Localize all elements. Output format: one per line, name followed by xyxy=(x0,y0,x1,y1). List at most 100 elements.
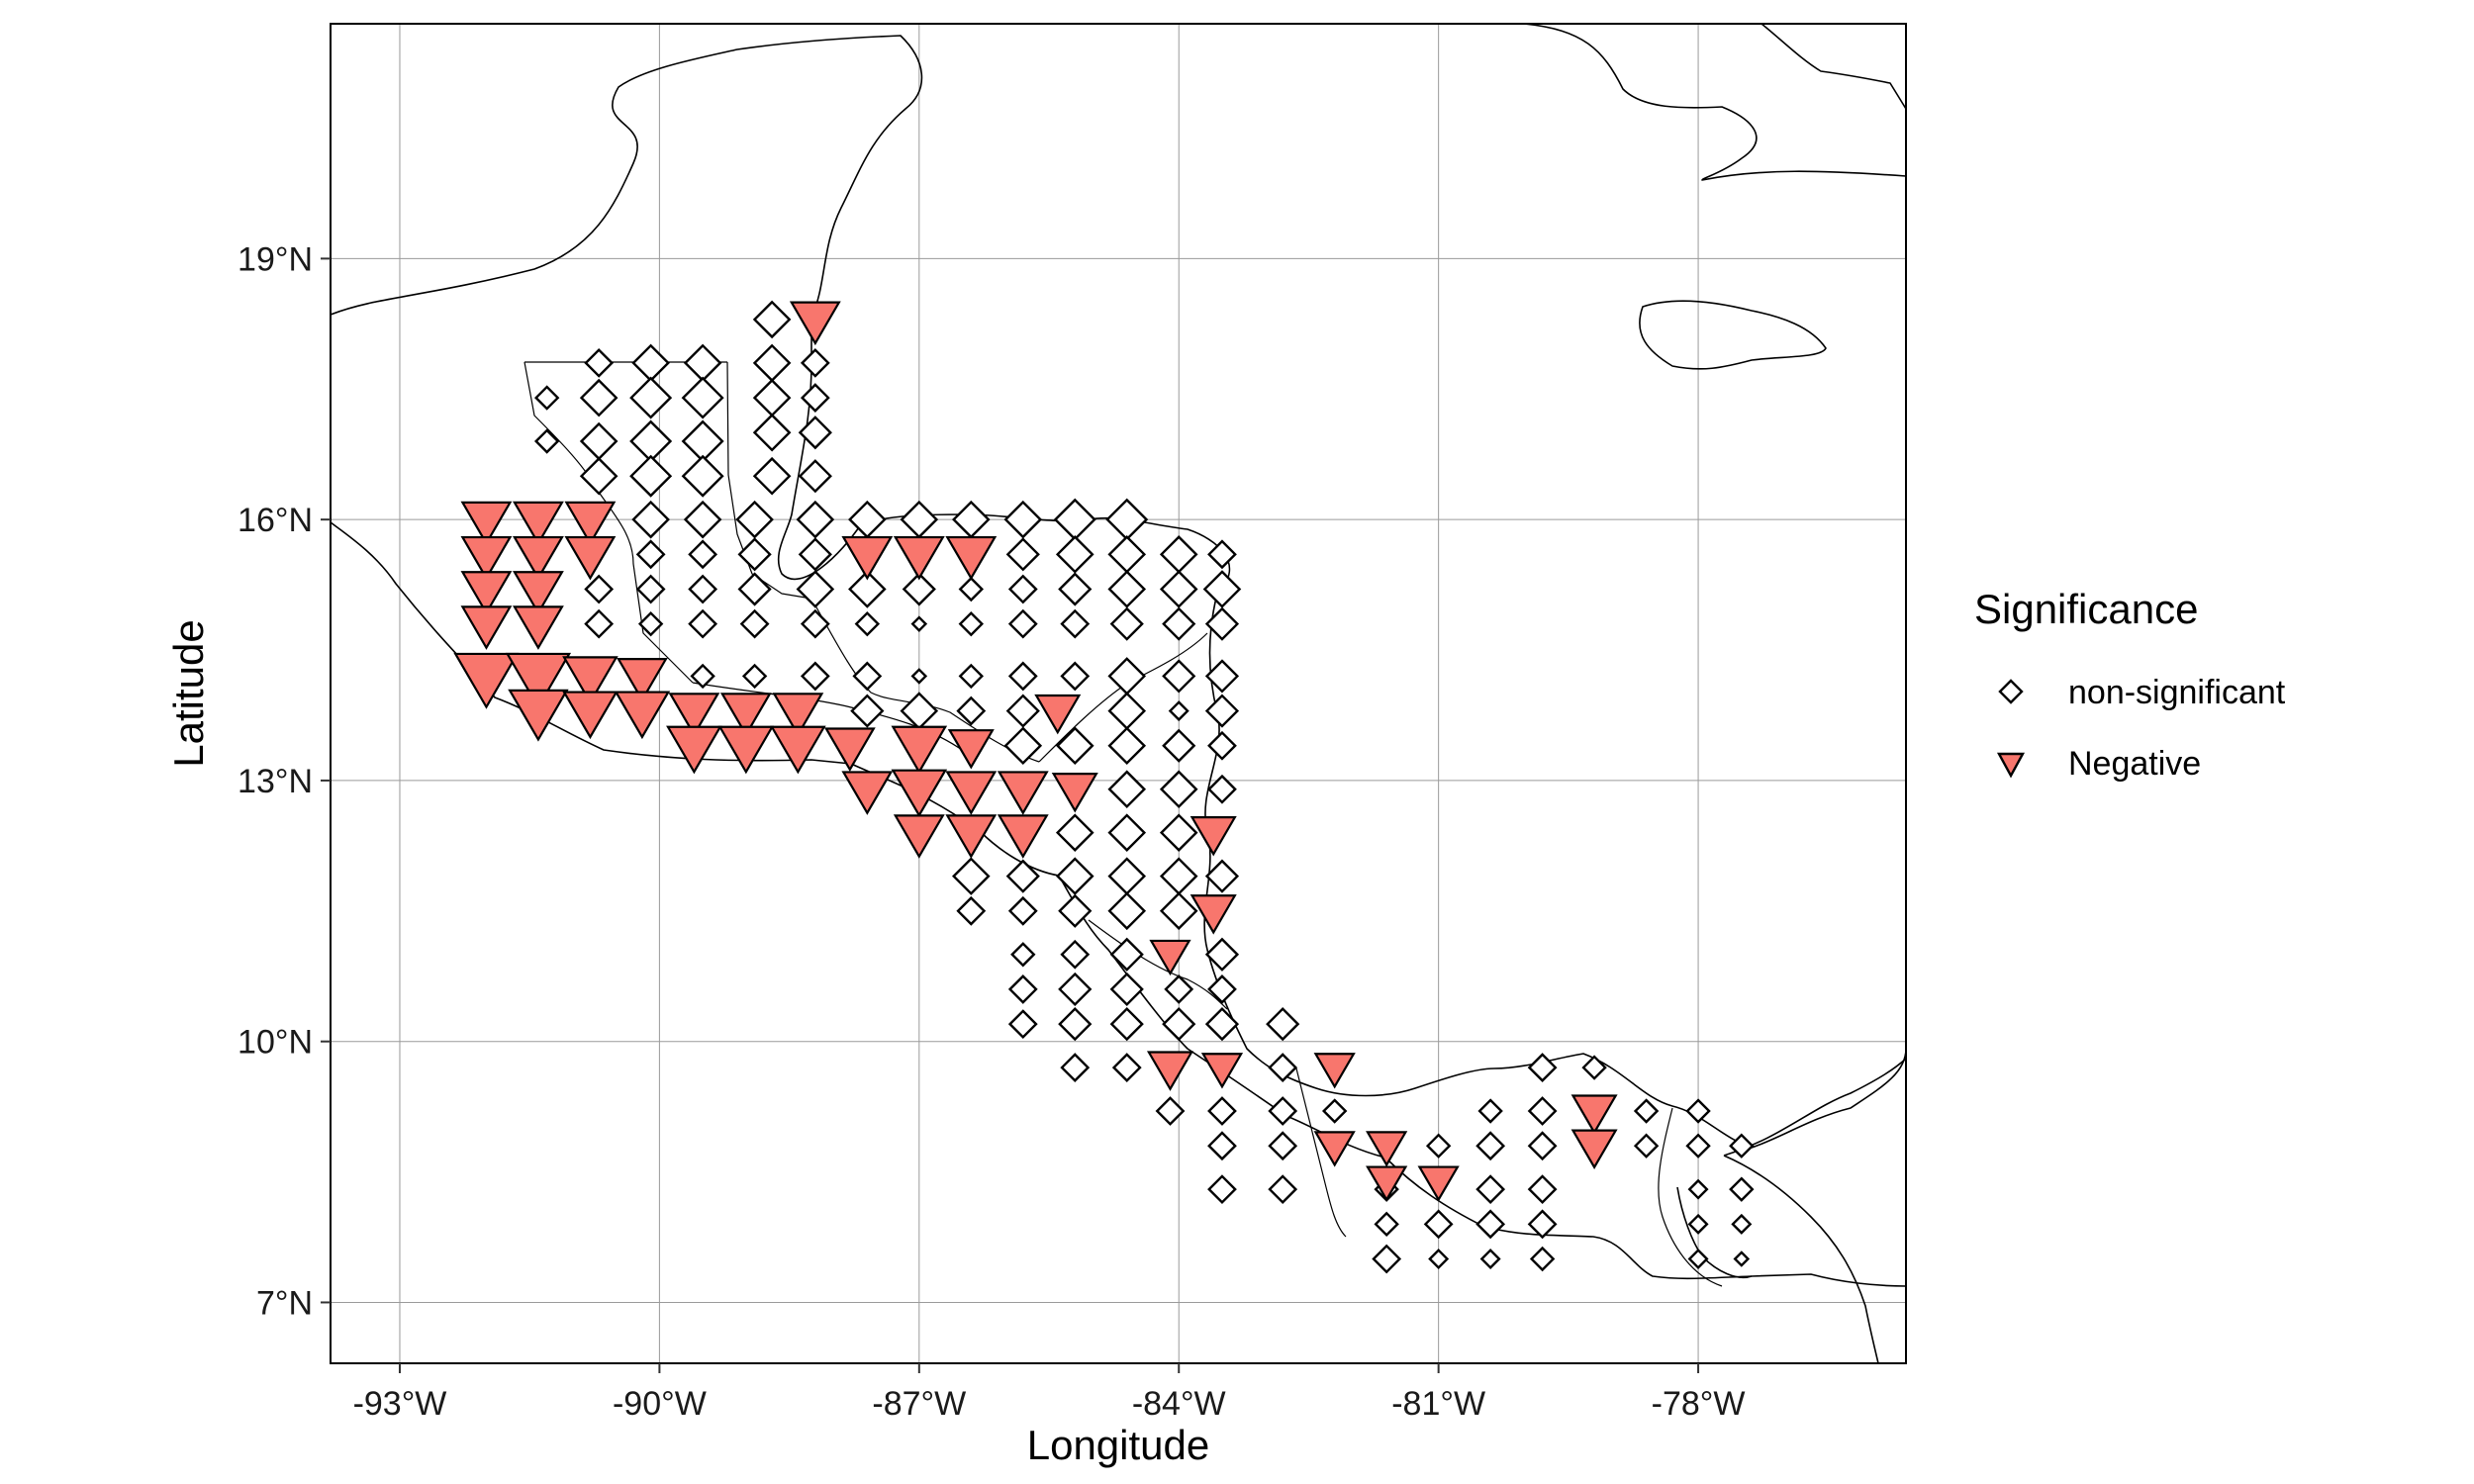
non-significant-point-157 xyxy=(1372,1244,1402,1274)
negative-point-25 xyxy=(666,725,722,775)
jamaica-coastline xyxy=(1639,300,1827,370)
non-significant-point-98 xyxy=(1005,859,1040,893)
non-significant-point-63 xyxy=(1007,608,1038,639)
negative-point-4 xyxy=(460,535,513,581)
non-significant-point-135 xyxy=(1633,1133,1660,1159)
negative-point-45 xyxy=(1313,1131,1356,1167)
non-significant-point-102 xyxy=(1204,859,1240,893)
y-tick-label-2: 13°N xyxy=(238,763,313,800)
non-significant-point-111 xyxy=(1204,937,1240,972)
non-significant-point-36 xyxy=(798,537,832,572)
non-significant-point-87 xyxy=(1055,726,1094,766)
non-significant-point-30 xyxy=(1003,500,1043,539)
x-axis-title: Longitude xyxy=(1027,1422,1210,1468)
non-significant-point-61 xyxy=(910,615,928,632)
non-significant-point-91 xyxy=(1107,770,1147,809)
negative-point-38 xyxy=(997,814,1049,859)
non-significant-point-8 xyxy=(798,459,832,494)
non-significant-point-115 xyxy=(1164,974,1194,1004)
legend-label-non-significant: non-significant xyxy=(2068,674,2286,711)
y-tick-label-3: 16°N xyxy=(238,502,313,539)
negative-point-13 xyxy=(513,605,564,650)
non-significant-point-23 xyxy=(631,500,670,539)
y-tick-label-1: 10°N xyxy=(238,1024,313,1062)
legend-title: Significance xyxy=(1974,586,2198,632)
cuba-coastline xyxy=(1523,24,1906,181)
non-significant-point-2 xyxy=(800,347,830,378)
non-significant-point-62 xyxy=(958,610,984,637)
non-significant-point-130 xyxy=(1207,1131,1237,1161)
negative-point-29 xyxy=(891,725,948,775)
non-significant-point-72 xyxy=(910,668,928,685)
non-significant-point-129 xyxy=(1321,1098,1348,1124)
nicaragua-costa-rica-border xyxy=(1088,919,1228,1010)
non-significant-point-60 xyxy=(854,610,881,637)
negative-point-39 xyxy=(1189,816,1237,857)
non-significant-point-38 xyxy=(1055,535,1094,574)
negative-point-18 xyxy=(508,689,569,742)
non-significant-point-125 xyxy=(1268,1053,1298,1082)
non-significant-point-147 xyxy=(1475,1174,1506,1205)
negative-point-12 xyxy=(460,605,513,650)
non-significant-point-73 xyxy=(958,663,984,690)
negative-point-7 xyxy=(841,535,894,581)
negative-point-42 xyxy=(1146,1051,1193,1091)
plot-border xyxy=(330,23,1907,1364)
legend: Significance non-significant Negative xyxy=(1974,586,2286,783)
negative-point-50 xyxy=(1570,1129,1618,1169)
negative-point-24 xyxy=(1034,694,1082,735)
y-tick-label-0: 7°N xyxy=(256,1284,313,1322)
x-axis-ticks: -93°W -90°W -87°W -84°W -81°W -78°W xyxy=(353,1363,1745,1423)
non-significant-point-93 xyxy=(1207,774,1237,804)
non-significant-point-26 xyxy=(796,500,835,539)
negative-point-27 xyxy=(770,725,826,775)
negative-point-9 xyxy=(945,535,998,581)
non-significant-point-47 xyxy=(848,570,887,608)
non-significant-point-92 xyxy=(1159,770,1198,809)
negative-point-3 xyxy=(564,501,617,546)
non-significant-point-41 xyxy=(1207,539,1237,570)
colombia-caribbean-coast xyxy=(1723,1058,1906,1157)
negative-point-23 xyxy=(772,693,824,737)
x-tick-label-4: -81°W xyxy=(1391,1385,1485,1423)
non-significant-point-138 xyxy=(1477,1098,1503,1124)
x-tick-label-2: -87°W xyxy=(872,1385,966,1423)
non-significant-point-120 xyxy=(1162,1007,1196,1042)
negative-point-40 xyxy=(1189,894,1237,935)
negative-point-0 xyxy=(789,301,841,346)
non-significant-point-131 xyxy=(1268,1131,1298,1161)
non-significant-point-16 xyxy=(681,376,724,419)
non-significant-point-118 xyxy=(1058,1007,1093,1042)
negative-point-34 xyxy=(997,771,1049,815)
non-significant-point-52 xyxy=(1107,570,1147,608)
non-significant-point-86 xyxy=(1003,726,1043,766)
non-significant-point-0 xyxy=(752,300,792,339)
negative-point-28 xyxy=(823,727,876,772)
negative-point-31 xyxy=(841,771,894,815)
non-significant-point-110 xyxy=(1109,937,1144,972)
non-significant-point-46 xyxy=(796,570,835,608)
negative-point-46 xyxy=(1366,1131,1408,1167)
non-significant-point-122 xyxy=(1266,1007,1300,1042)
non-significant-point-10 xyxy=(533,428,560,454)
non-significant-point-128 xyxy=(1268,1096,1298,1126)
non-significant-point-113 xyxy=(1058,972,1093,1007)
non-significant-point-74 xyxy=(1007,661,1038,692)
negative-point-11 xyxy=(513,571,564,615)
negative-point-2 xyxy=(513,501,564,546)
non-significant-point-43 xyxy=(635,574,666,604)
non-significant-point-21 xyxy=(629,454,673,498)
negative-point-14 xyxy=(453,652,520,709)
diamond-icon xyxy=(1998,679,2024,704)
non-significant-point-142 xyxy=(1527,1053,1558,1082)
non-significant-point-44 xyxy=(688,574,718,604)
non-significant-point-117 xyxy=(1007,1009,1038,1039)
non-significant-point-108 xyxy=(1010,942,1036,968)
negative-point-32 xyxy=(891,769,948,818)
negative-point-16 xyxy=(562,656,618,705)
negative-point-37 xyxy=(945,814,998,859)
y-axis-title: Latitude xyxy=(165,619,212,767)
non-significant-point-79 xyxy=(850,694,885,728)
negative-point-35 xyxy=(1051,773,1098,813)
